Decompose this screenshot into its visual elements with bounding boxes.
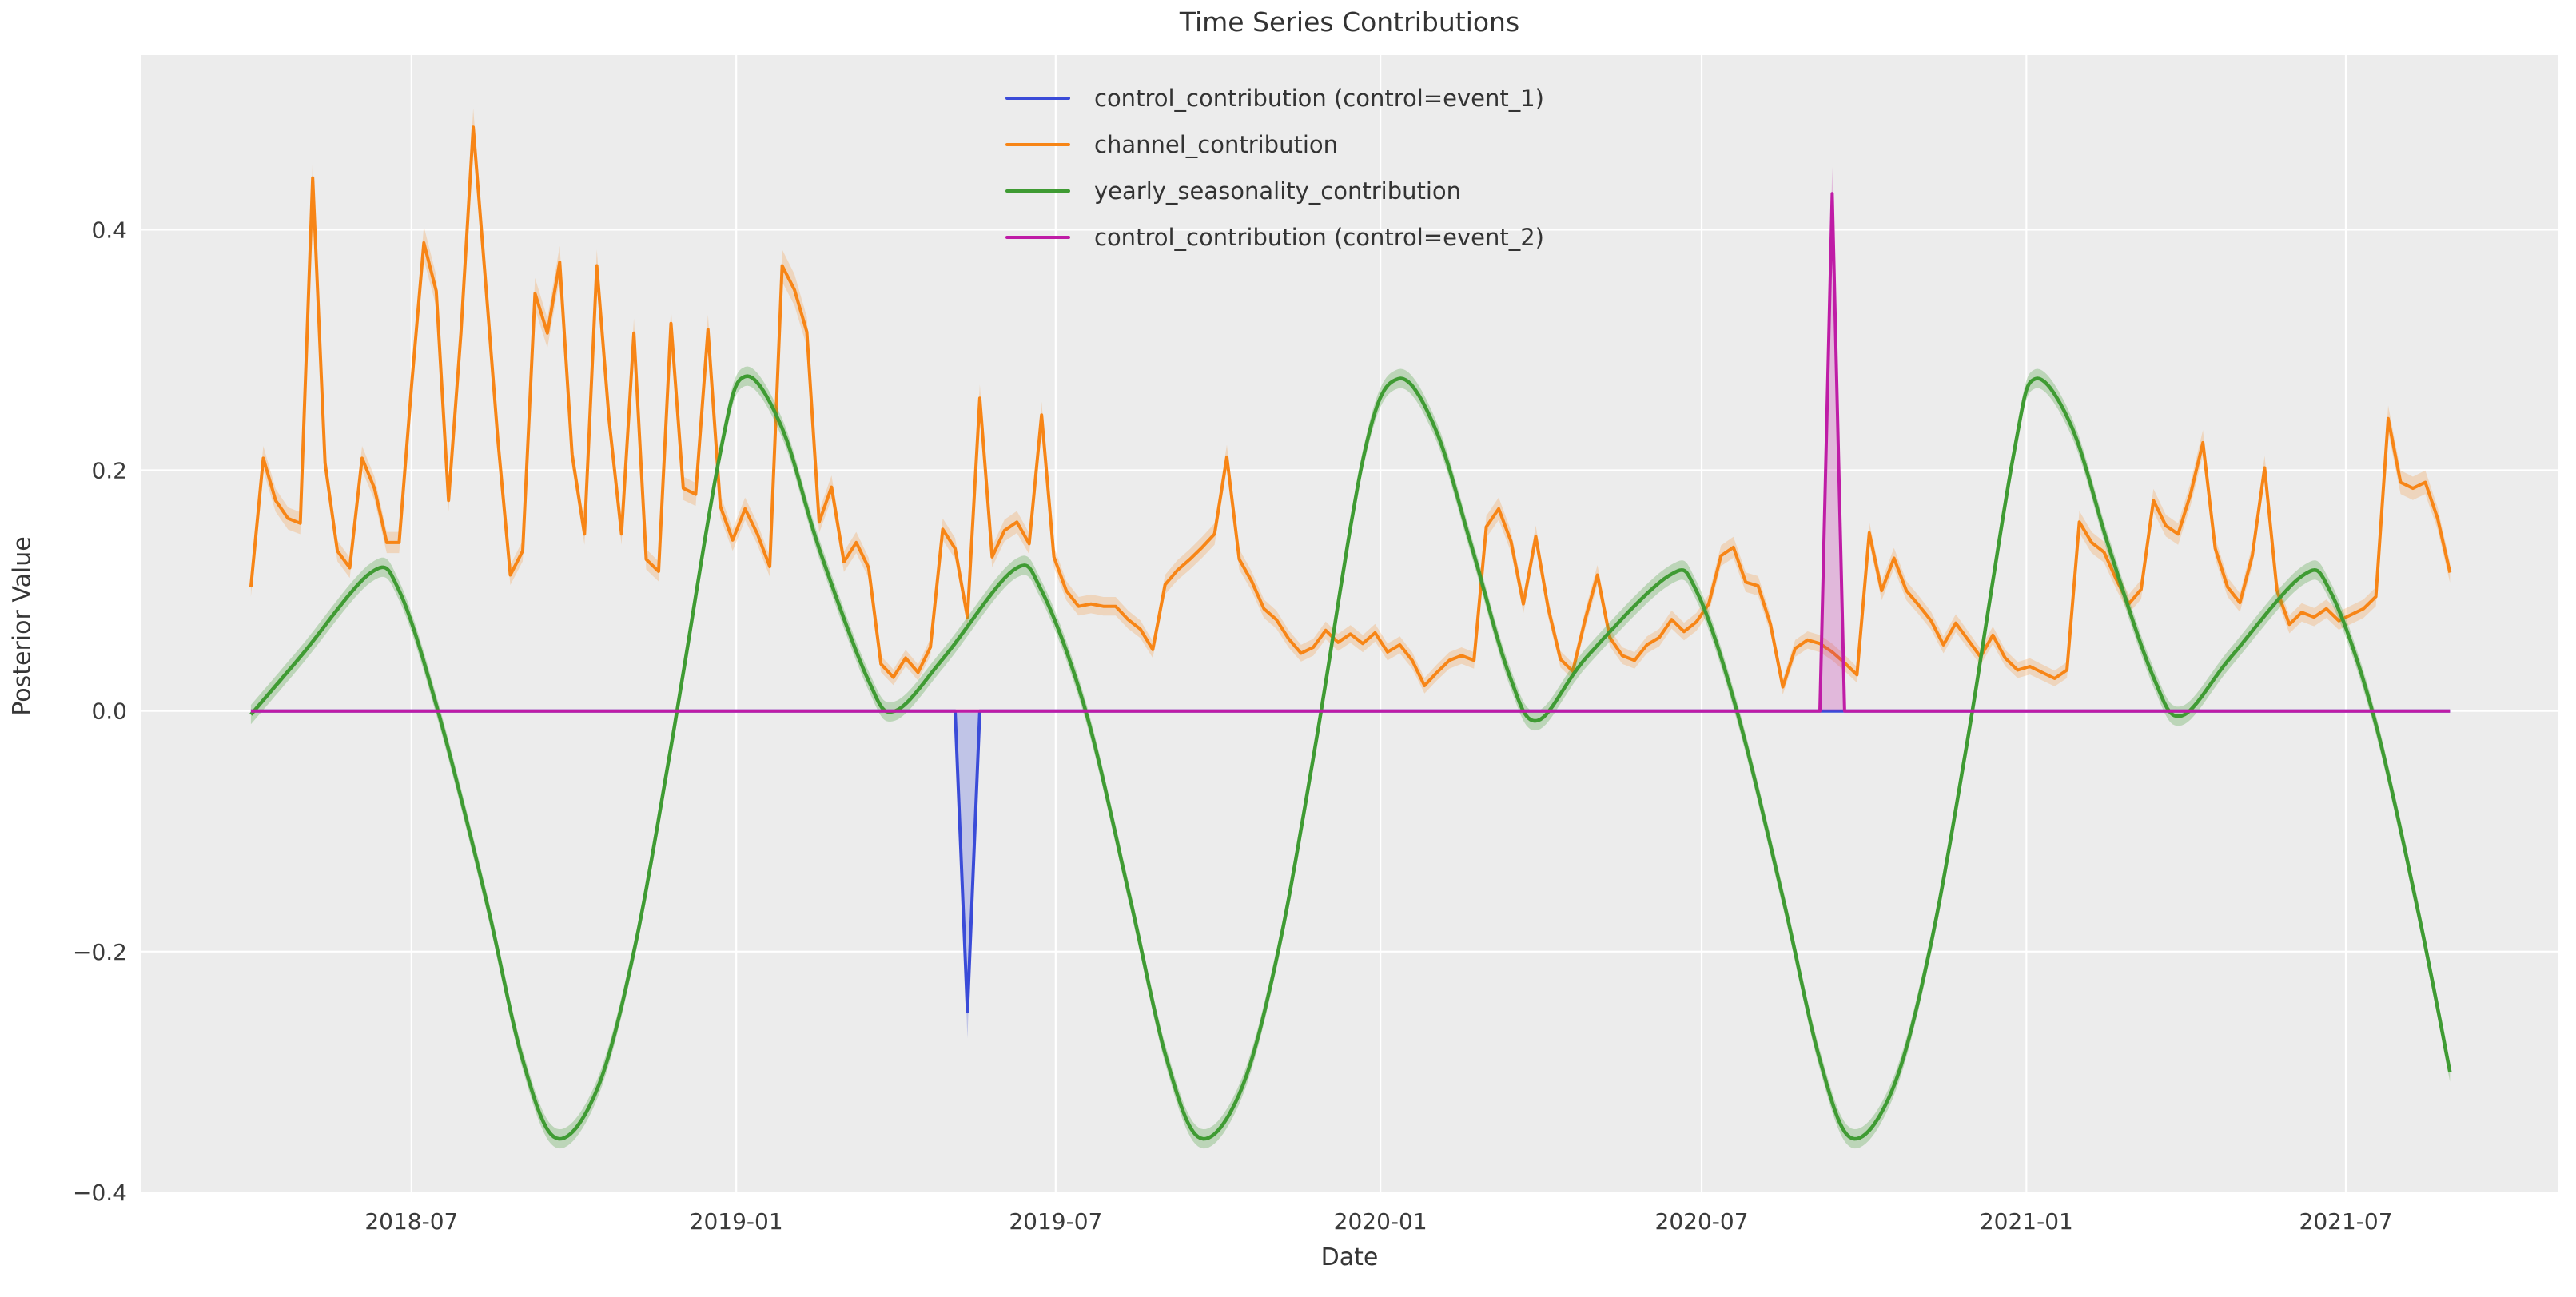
svg-text:2018-07: 2018-07 — [364, 1208, 458, 1235]
legend-line-swatch — [1005, 142, 1070, 147]
legend-item: channel_contribution — [1005, 121, 1544, 168]
legend-label: channel_contribution — [1094, 131, 1339, 158]
legend: control_contribution (control=event_1)ch… — [1005, 75, 1544, 261]
x-axis-label: Date — [1320, 1243, 1379, 1271]
legend-line-swatch — [1005, 189, 1070, 193]
legend-line-swatch — [1005, 235, 1070, 240]
svg-text:2020-07: 2020-07 — [1655, 1208, 1749, 1235]
svg-text:2019-01: 2019-01 — [690, 1208, 783, 1235]
y-axis-label: Posterior Value — [8, 536, 37, 716]
legend-item: control_contribution (control=event_1) — [1005, 75, 1544, 121]
svg-text:0.2: 0.2 — [91, 458, 127, 484]
svg-text:−0.2: −0.2 — [73, 939, 127, 965]
svg-text:2020-01: 2020-01 — [1334, 1208, 1427, 1235]
svg-text:2019-07: 2019-07 — [1009, 1208, 1102, 1235]
chart-title: Time Series Contributions — [1179, 6, 1520, 38]
legend-item: yearly_seasonality_contribution — [1005, 168, 1544, 214]
svg-text:0.4: 0.4 — [91, 217, 127, 243]
legend-line-swatch — [1005, 96, 1070, 101]
legend-item: control_contribution (control=event_2) — [1005, 214, 1544, 261]
legend-label: control_contribution (control=event_1) — [1094, 85, 1544, 112]
svg-text:2021-01: 2021-01 — [1980, 1208, 2073, 1235]
svg-text:2021-07: 2021-07 — [2299, 1208, 2393, 1235]
legend-label: control_contribution (control=event_2) — [1094, 224, 1544, 251]
legend-label: yearly_seasonality_contribution — [1094, 177, 1462, 205]
svg-text:0.0: 0.0 — [91, 698, 127, 725]
svg-text:−0.4: −0.4 — [73, 1180, 127, 1206]
